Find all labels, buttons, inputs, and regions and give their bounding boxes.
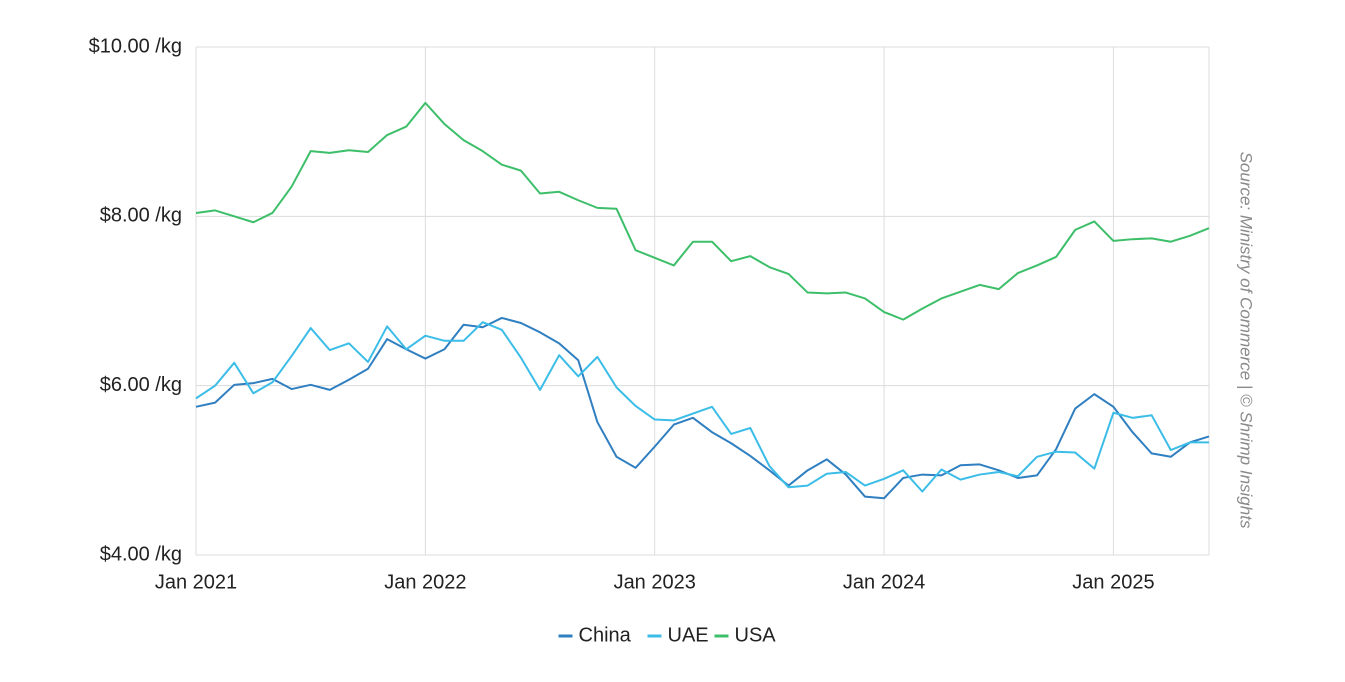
y-tick-label: $6.00 /kg	[100, 374, 182, 396]
legend-label: USA	[735, 624, 777, 646]
y-tick-label: $8.00 /kg	[100, 205, 182, 227]
x-tick-label: Jan 2023	[614, 571, 696, 593]
x-tick-label: Jan 2024	[843, 571, 925, 593]
legend-label: China	[579, 624, 632, 646]
legend-label: UAE	[668, 624, 709, 646]
x-tick-label: Jan 2025	[1072, 571, 1154, 593]
y-tick-label: $4.00 /kg	[100, 543, 182, 565]
series-line	[195, 321, 1209, 493]
x-tick-label: Jan 2021	[155, 571, 237, 593]
series-line	[195, 101, 1210, 321]
y-tick-label: $10.00 /kg	[89, 35, 182, 57]
x-tick-label: Jan 2022	[384, 571, 466, 593]
series-line	[195, 316, 1210, 500]
source-note: Source: Ministry of Commerce | © Shrimp …	[1237, 152, 1256, 529]
